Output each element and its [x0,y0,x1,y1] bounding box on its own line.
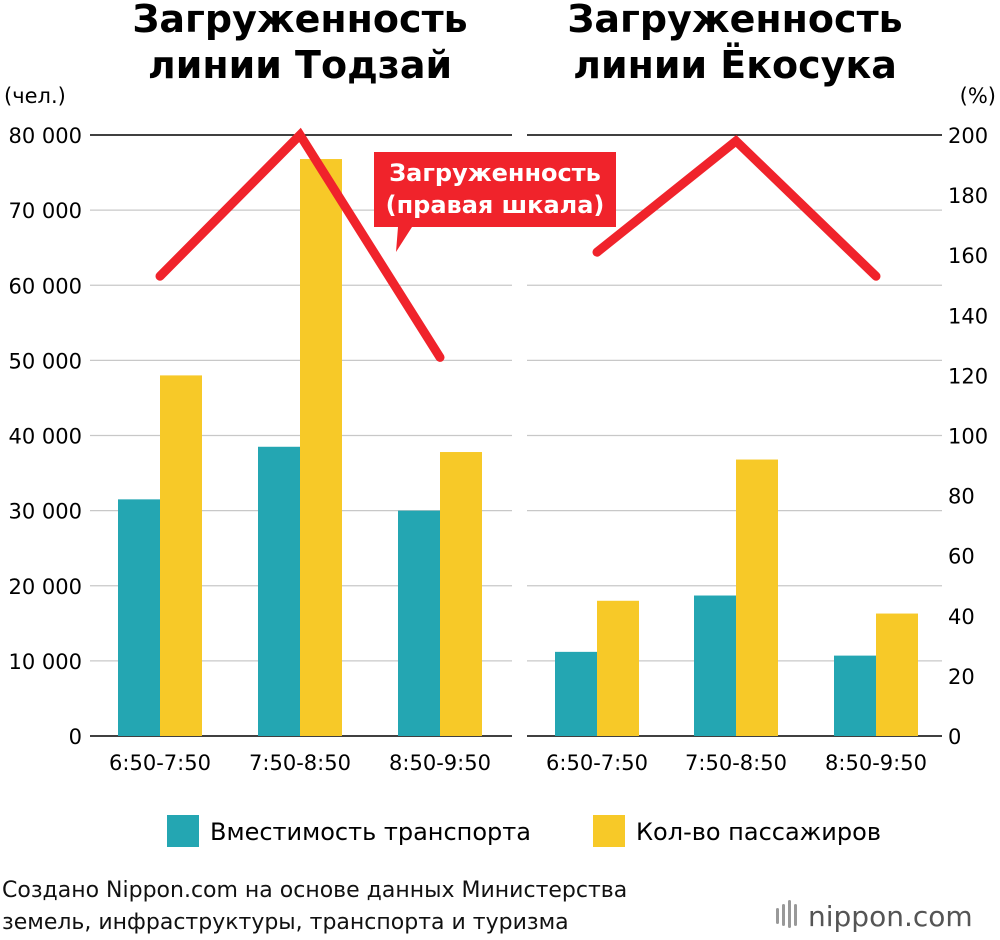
bar-passengers [440,452,482,736]
bar-capacity [258,446,300,736]
category-label: 8:50-9:50 [389,751,491,775]
category-label: 8:50-9:50 [825,751,927,775]
right-tick-label: 100 [948,425,988,449]
left-tick-label: 80 000 [9,124,82,148]
right-tick-label: 80 [948,485,975,509]
occupancy-line [592,135,881,281]
legend-label-passengers: Кол-во пассажиров [636,818,881,846]
legend: Вместимость транспорта Кол-во пассажиров [167,815,881,847]
category-label: 6:50-7:50 [546,751,648,775]
occupancy-line [155,127,445,362]
left-tick-label: 30 000 [9,500,82,524]
left-tick-label: 40 000 [9,425,82,449]
bar-capacity [555,651,597,736]
source-line2: земель, инфраструктуры, транспорта и тур… [2,910,569,935]
callout-box [374,152,616,252]
category-label: 7:50-8:50 [685,751,787,775]
right-tick-label: 20 [948,665,975,689]
bar-passengers [597,600,639,736]
logo-mark-icon [776,900,797,928]
occupancy-lines [155,127,881,362]
bar-passengers [876,613,918,736]
bar-capacity [398,510,440,736]
right-tick-label: 120 [948,364,988,388]
bar-passengers [160,375,202,736]
right-tick-label: 160 [948,244,988,268]
chart1-title-line1: Загруженность [132,0,467,41]
left-tick-label: 60 000 [9,274,82,298]
bar-capacity [118,499,160,736]
callout-line2: (правая шкала) [386,191,605,219]
left-tick-label: 70 000 [9,199,82,223]
left-tick-label: 0 [69,725,82,749]
right-tick-label: 40 [948,605,975,629]
legend-swatch-passengers [593,815,625,847]
left-tick-label: 20 000 [9,575,82,599]
nippon-logo: nippon.com [776,900,973,933]
logo-text: nippon.com [808,900,973,933]
chart2-title-line2: линии Ёкосука [573,43,897,87]
left-tick-label: 10 000 [9,650,82,674]
right-axis-ticks: 0 20 40 60 80 100 120 140 160 180 200 [948,124,988,749]
bars [118,159,918,737]
left-tick-label: 50 000 [9,349,82,373]
bar-capacity [834,655,876,736]
callout-line1: Загруженность [389,159,601,187]
left-axis-ticks: 0 10 000 20 000 30 000 40 000 50 000 60 000 70 … [9,124,82,749]
left-axis-unit: (чел.) [4,84,66,108]
legend-label-capacity: Вместимость транспорта [210,818,531,846]
right-axis-unit: (%) [960,84,996,108]
bar-passengers [736,459,778,736]
category-label: 6:50-7:50 [109,751,211,775]
right-tick-label: 60 [948,545,975,569]
right-tick-label: 0 [948,725,961,749]
chart1-title-line2: линии Тодзай [148,43,452,87]
bar-capacity [694,595,736,736]
category-label: 7:50-8:50 [249,751,351,775]
right-tick-label: 200 [948,124,988,148]
right-tick-label: 180 [948,184,988,208]
chart2-title-line1: Загруженность [567,0,902,41]
bar-passengers [300,159,342,737]
category-labels: 6:50-7:50 7:50-8:50 8:50-9:50 6:50-7:50 7:50… [109,751,927,775]
occupancy-callout: Загруженность (правая шкала) [374,152,616,252]
legend-swatch-capacity [167,815,199,847]
source-line1: Создано Nippon.com на основе данных Мини… [2,878,627,903]
right-tick-label: 140 [948,304,988,328]
